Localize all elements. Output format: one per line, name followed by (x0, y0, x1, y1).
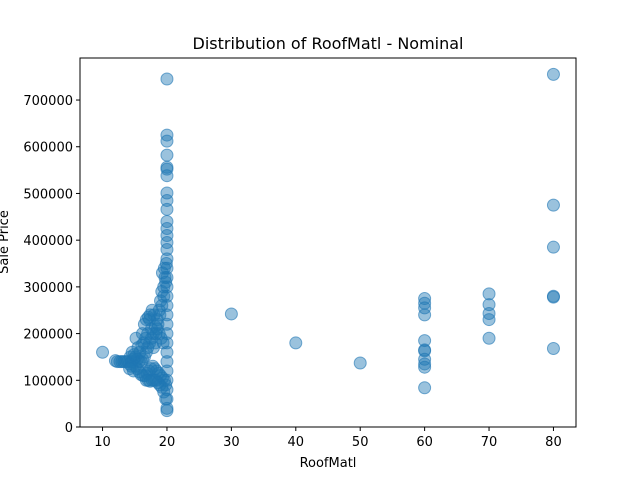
scatter-point (546, 198, 560, 212)
scatter-point (546, 290, 560, 304)
scatter-point (418, 308, 432, 322)
scatter-point (160, 186, 174, 200)
y-tick-label: 600000 (23, 141, 73, 156)
y-tick-label: 400000 (23, 234, 73, 249)
chart-title: Distribution of RoofMatl - Nominal (193, 34, 464, 53)
scatter-point (160, 169, 174, 183)
scatter-point (160, 193, 174, 207)
x-tick-label: 80 (545, 435, 562, 450)
scatter-point (160, 148, 174, 162)
scatter-point (160, 243, 174, 257)
y-tick-label: 200000 (23, 328, 73, 343)
plot-frame (79, 57, 577, 428)
y-tick-label: 0 (65, 421, 73, 436)
scatter-point (127, 348, 141, 362)
y-tick-label: 300000 (23, 281, 73, 296)
scatter-point (96, 345, 110, 359)
scatter-point (141, 310, 155, 324)
scatter-point (482, 287, 496, 301)
y-axis-label: Sale Price (0, 210, 12, 274)
scatter-point (149, 327, 163, 341)
scatter-point (108, 354, 122, 368)
scatter-point (353, 356, 367, 370)
scatter-point (160, 214, 174, 228)
scatter-point (546, 342, 560, 356)
x-tick-label: 40 (288, 435, 305, 450)
axes-layer (79, 57, 577, 428)
x-tick-label: 20 (159, 435, 176, 450)
scatter-point (160, 162, 174, 176)
x-axis-label: RoofMatl (300, 456, 357, 471)
x-ticks: 10 20 30 40 50 60 70 80 (94, 427, 562, 450)
x-tick-label: 10 (94, 435, 111, 450)
x-tick-label: 50 (352, 435, 369, 450)
scatter-point (289, 336, 303, 350)
scatter-point (418, 381, 432, 395)
scatter-point (135, 327, 149, 341)
scatter-point (418, 301, 432, 315)
scatter-point (129, 331, 143, 345)
scatter-point (139, 373, 153, 387)
scatter-point (160, 202, 174, 216)
scatter-point (224, 307, 238, 321)
scatter-point (482, 313, 496, 327)
scatter-point (418, 334, 432, 348)
scatter-point (482, 331, 496, 345)
scatter-point (160, 72, 174, 86)
scatter-point (418, 292, 432, 306)
scatter-point (123, 350, 137, 364)
scatter-point (160, 404, 174, 418)
scatter-point (418, 360, 432, 374)
points-layer (96, 67, 560, 418)
scatter-point (546, 240, 560, 254)
scatter-point (160, 355, 174, 369)
scatter-point (123, 362, 137, 376)
y-tick-label: 500000 (23, 187, 73, 202)
scatter-point (160, 228, 174, 242)
x-tick-label: 70 (481, 435, 498, 450)
scatter-point (482, 298, 496, 312)
scatter-point (159, 275, 173, 289)
y-tick-label: 100000 (23, 374, 73, 389)
x-tick-label: 30 (223, 435, 240, 450)
scatter-point (546, 67, 560, 81)
scatter-point (160, 134, 174, 148)
x-tick-label: 60 (416, 435, 433, 450)
scatter-point (160, 236, 174, 249)
y-tick-label: 700000 (23, 94, 73, 109)
scatter-point (418, 357, 432, 371)
y-ticks: 0 100000 200000 300000 400000 500000 600000 700… (23, 94, 80, 436)
scatter-point (160, 221, 174, 235)
